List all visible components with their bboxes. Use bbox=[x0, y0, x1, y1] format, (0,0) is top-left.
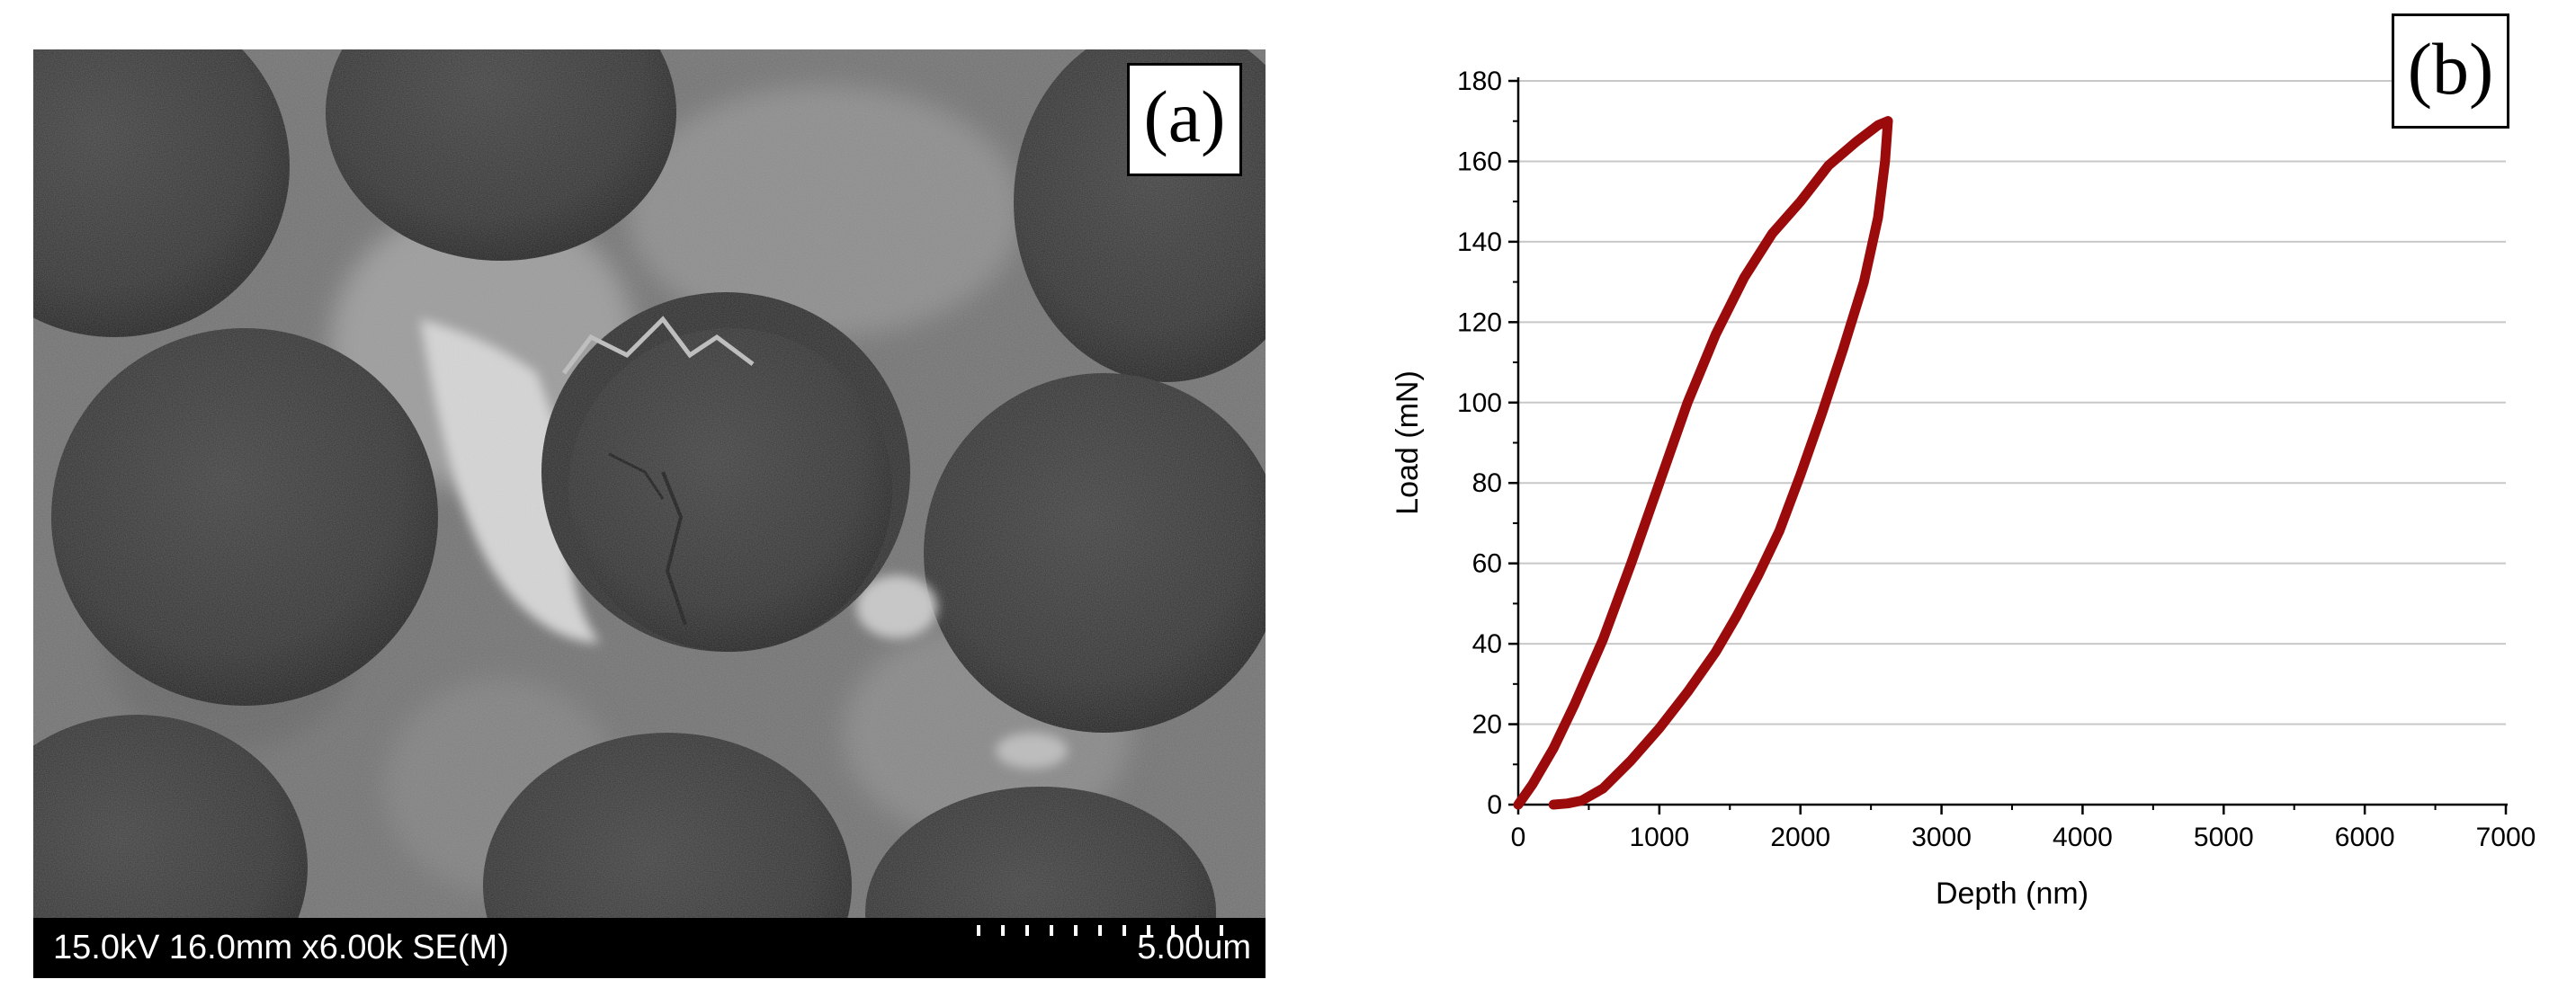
x-axis-title: Depth (nm) bbox=[1936, 877, 2089, 911]
x-tick-label: 6000 bbox=[2335, 823, 2395, 852]
gridlines bbox=[1518, 80, 2506, 726]
scale-bar-tick bbox=[1171, 925, 1175, 936]
scale-bar-tick bbox=[1001, 925, 1005, 936]
sem-info-bar: 15.0kV 16.0mm x6.00k SE(M) 5.00um bbox=[33, 918, 1266, 978]
scale-bar-tick bbox=[1147, 925, 1150, 936]
y-tick-label: 0 bbox=[1487, 790, 1502, 820]
y-tick-label: 180 bbox=[1457, 67, 1502, 96]
y-tick-label: 40 bbox=[1472, 629, 1502, 659]
axes bbox=[1508, 77, 2508, 815]
y-tick-label: 60 bbox=[1472, 549, 1502, 579]
x-tick-label: 0 bbox=[1511, 823, 1526, 852]
series bbox=[1513, 116, 1893, 810]
scale-bar-tick bbox=[977, 925, 980, 936]
scale-bar-tick bbox=[1098, 925, 1102, 936]
scale-bar-tick bbox=[1074, 925, 1078, 936]
y-tick-label: 80 bbox=[1472, 468, 1502, 498]
x-tick-label: 5000 bbox=[2194, 823, 2254, 852]
sem-micrograph-panel: (a) 15.0kV 16.0mm x6.00k SE(M) 5.00um bbox=[33, 49, 1266, 978]
load-depth-chart: 0 20 40 60 80 100 120 140 160 180 0 1000 2000 3000 40… bbox=[1391, 67, 2536, 911]
y-tick-labels: 0 20 40 60 80 100 120 140 160 180 bbox=[1457, 67, 1502, 820]
y-tick-label: 140 bbox=[1457, 227, 1502, 257]
scale-bar-tick bbox=[1195, 925, 1199, 936]
y-axis-title: Load (mN) bbox=[1391, 370, 1425, 515]
x-tick-label: 2000 bbox=[1770, 823, 1830, 852]
y-tick-label: 20 bbox=[1472, 710, 1502, 740]
y-tick-label: 120 bbox=[1457, 307, 1502, 337]
sem-micrograph-image bbox=[33, 49, 1266, 918]
scale-bar-tick bbox=[1050, 925, 1053, 936]
sem-acquisition-parameters: 15.0kV 16.0mm x6.00k SE(M) bbox=[53, 929, 509, 966]
scale-bar-label: 5.00um bbox=[1137, 929, 1251, 966]
panel-label-b: (b) bbox=[2392, 13, 2509, 129]
x-tick-label: 7000 bbox=[2476, 823, 2536, 852]
x-tick-label: 3000 bbox=[1911, 823, 1972, 852]
x-tick-label: 1000 bbox=[1629, 823, 1689, 852]
unloading-curve bbox=[1548, 116, 1893, 810]
scale-bar-ticks bbox=[977, 925, 1223, 936]
scale-bar-tick bbox=[1220, 925, 1223, 936]
panel-label-a: (a) bbox=[1127, 63, 1242, 176]
y-tick-label: 160 bbox=[1457, 147, 1502, 176]
scale-bar-tick bbox=[1123, 925, 1126, 936]
x-tick-label: 4000 bbox=[2053, 823, 2113, 852]
x-tick-labels: 0 1000 2000 3000 4000 5000 6000 7000 bbox=[1511, 823, 2536, 852]
y-tick-label: 100 bbox=[1457, 388, 1502, 418]
loading-curve bbox=[1513, 116, 1893, 810]
scale-bar-tick bbox=[1025, 925, 1029, 936]
